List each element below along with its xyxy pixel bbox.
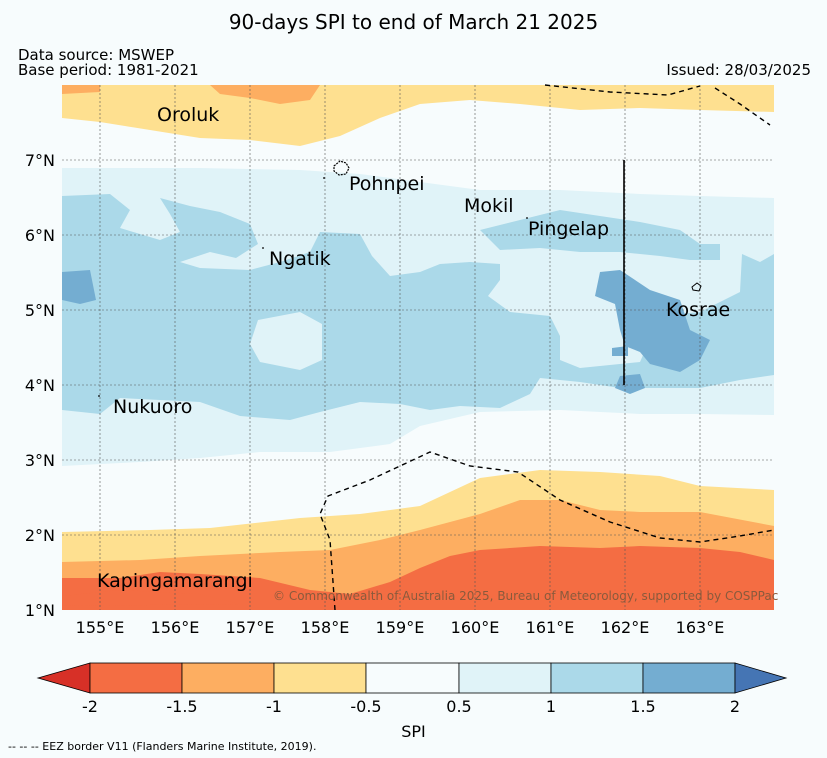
colorbar-label: SPI bbox=[401, 722, 426, 741]
colorbar-segment bbox=[458, 662, 552, 694]
mokil-dot bbox=[323, 177, 325, 179]
colorbar-segment bbox=[181, 662, 275, 694]
lat-label: 7°N bbox=[25, 151, 55, 170]
lat-label: 5°N bbox=[25, 301, 55, 320]
colorbar-tick: 1 bbox=[545, 697, 557, 716]
lon-label: 162°E bbox=[601, 618, 650, 637]
lon-label: 156°E bbox=[151, 618, 200, 637]
colorbar-segment bbox=[273, 662, 367, 694]
latitude-axis: 7°N 6°N 5°N 4°N 3°N 2°N 1°N bbox=[25, 151, 55, 620]
place-label-oroluk: Oroluk bbox=[157, 104, 219, 126]
dry-core-south bbox=[62, 546, 774, 610]
lon-label: 159°E bbox=[376, 618, 425, 637]
base-period-text: Base period: 1981-2021 bbox=[18, 61, 199, 79]
dry-core-north bbox=[210, 85, 320, 104]
colorbar-tick: -1 bbox=[266, 697, 282, 716]
colorbar-tick: -2 bbox=[82, 697, 98, 716]
longitude-axis: 155°E 156°E 157°E 158°E 159°E 160°E 161°… bbox=[76, 618, 725, 637]
lon-label: 155°E bbox=[76, 618, 125, 637]
colorbar-extend-low bbox=[36, 662, 91, 694]
lat-label: 2°N bbox=[25, 526, 55, 545]
place-label-kosrae: Kosrae bbox=[666, 299, 730, 321]
nukuoro-dot bbox=[98, 395, 100, 397]
footnote-text: -- -- -- EEZ border V11 (Flanders Marine… bbox=[8, 740, 317, 753]
kosrae-island bbox=[691, 282, 702, 292]
ngatik-dot bbox=[262, 247, 264, 249]
gridlines bbox=[62, 85, 774, 610]
colorbar-tick: 2 bbox=[729, 697, 741, 716]
data-source-text: Data source: MSWEP bbox=[18, 46, 175, 64]
colorbar-tick: -1.5 bbox=[166, 697, 198, 716]
place-label-kapingamarangi: Kapingamarangi bbox=[97, 570, 253, 592]
pingelap-dot bbox=[526, 217, 528, 219]
spi-map: Oroluk Pohnpei Mokil Pingelap Ngatik Kos… bbox=[25, 84, 788, 694]
map-title: 90-days SPI to end of March 21 2025 bbox=[228, 10, 599, 34]
lat-label: 3°N bbox=[25, 451, 55, 470]
colorbar bbox=[36, 662, 788, 694]
colorbar-segment bbox=[365, 662, 460, 694]
spi-field bbox=[62, 85, 774, 610]
colorbar-segment bbox=[550, 662, 644, 694]
lon-label: 158°E bbox=[301, 618, 350, 637]
colorbar-extend-high bbox=[734, 662, 788, 694]
lat-label: 4°N bbox=[25, 376, 55, 395]
lat-label: 6°N bbox=[25, 226, 55, 245]
copyright-text: © Commonwealth of Australia 2025, Bureau… bbox=[273, 589, 778, 603]
lon-label: 160°E bbox=[451, 618, 500, 637]
place-label-nukuoro: Nukuoro bbox=[113, 396, 192, 418]
place-label-mokil: Mokil bbox=[464, 195, 514, 217]
lon-label: 161°E bbox=[526, 618, 575, 637]
lon-label: 157°E bbox=[226, 618, 275, 637]
dry-band-north bbox=[62, 85, 774, 146]
colorbar-tick: -0.5 bbox=[350, 697, 382, 716]
place-label-ngatik: Ngatik bbox=[269, 248, 331, 270]
place-label-pingelap: Pingelap bbox=[528, 218, 609, 240]
lon-label: 163°E bbox=[676, 618, 725, 637]
pohnpei-island bbox=[333, 160, 350, 176]
issued-date-text: Issued: 28/03/2025 bbox=[666, 61, 811, 79]
wet-band-medium bbox=[62, 194, 774, 420]
colorbar-tick: 1.5 bbox=[630, 697, 656, 716]
colorbar-segment bbox=[642, 662, 736, 694]
lat-label: 1°N bbox=[25, 601, 55, 620]
colorbar-tick: 0.5 bbox=[446, 697, 472, 716]
colorbar-segment bbox=[89, 662, 183, 694]
eez-borders bbox=[319, 84, 775, 611]
place-label-pohnpei: Pohnpei bbox=[349, 173, 425, 195]
